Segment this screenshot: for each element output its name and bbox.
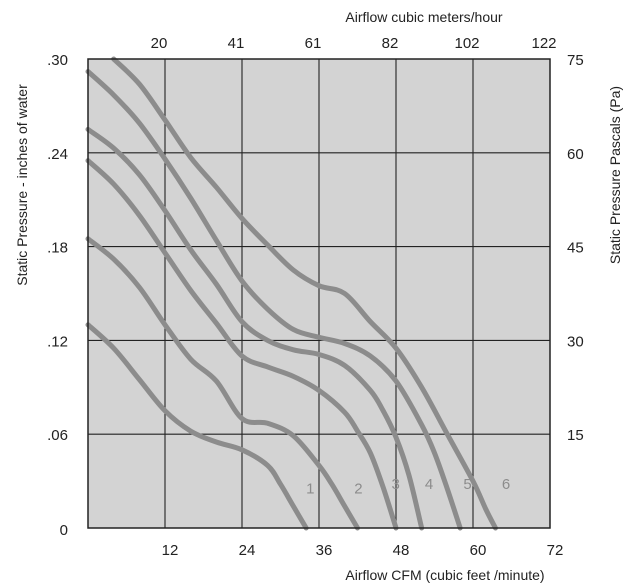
fan-curve-2 (85, 236, 360, 531)
top-tick-label: 41 (228, 35, 245, 52)
y-tick-label: .30 (47, 52, 68, 69)
right-tick-label: 45 (567, 240, 584, 257)
x-tick-label: 48 (393, 542, 410, 559)
top-tick-label: 102 (454, 35, 479, 52)
x-tick-label: 72 (547, 542, 564, 559)
top-tick-label: 20 (151, 35, 168, 52)
fan-curve-label-3: 3 (392, 476, 400, 493)
right-tick-label: 15 (567, 427, 584, 444)
x-tick-label: 24 (239, 542, 256, 559)
plot-frame (87, 58, 551, 529)
fan-curve-label-4: 4 (425, 476, 433, 493)
x-tick-label: 60 (470, 542, 487, 559)
top-axis-title: Airflow cubic meters/hour (345, 9, 503, 25)
y-tick-label: .18 (47, 240, 68, 257)
fan-curve-6 (111, 56, 498, 531)
fan-curve-label-5: 5 (463, 476, 471, 493)
x-tick-label: 36 (316, 542, 333, 559)
x-origin-label: 0 (60, 522, 68, 539)
right-axis-title: Static Pressure Pascals (Pa) (607, 86, 623, 264)
fan-curve-5 (85, 69, 463, 531)
grid-lines (88, 59, 550, 528)
x-axis-title: Airflow CFM (cubic feet /minute) (345, 567, 544, 583)
fan-curve-label-2: 2 (354, 481, 362, 498)
y-tick-label: .24 (47, 146, 68, 163)
fan-curve-labels: 1 2 3 4 5 6 (306, 476, 510, 498)
right-tick-label: 75 (567, 52, 584, 69)
fan-curve-label-6: 6 (502, 476, 510, 493)
fan-curve-4 (85, 126, 425, 531)
right-tick-label: 60 (567, 146, 584, 163)
right-tick-label: 30 (567, 333, 584, 350)
fan-curves (85, 56, 498, 531)
fan-curve-label-1: 1 (306, 481, 314, 498)
top-tick-label: 82 (382, 35, 399, 52)
y-tick-label: .12 (47, 333, 68, 350)
top-tick-label: 122 (531, 35, 556, 52)
y-axis-title: Static Pressure - inches of water (14, 84, 30, 286)
y-tick-label: .06 (47, 427, 68, 444)
fan-curve-1 (85, 322, 309, 531)
fan-curve-3 (85, 158, 399, 531)
x-tick-label: 12 (162, 542, 179, 559)
top-tick-label: 61 (305, 35, 322, 52)
